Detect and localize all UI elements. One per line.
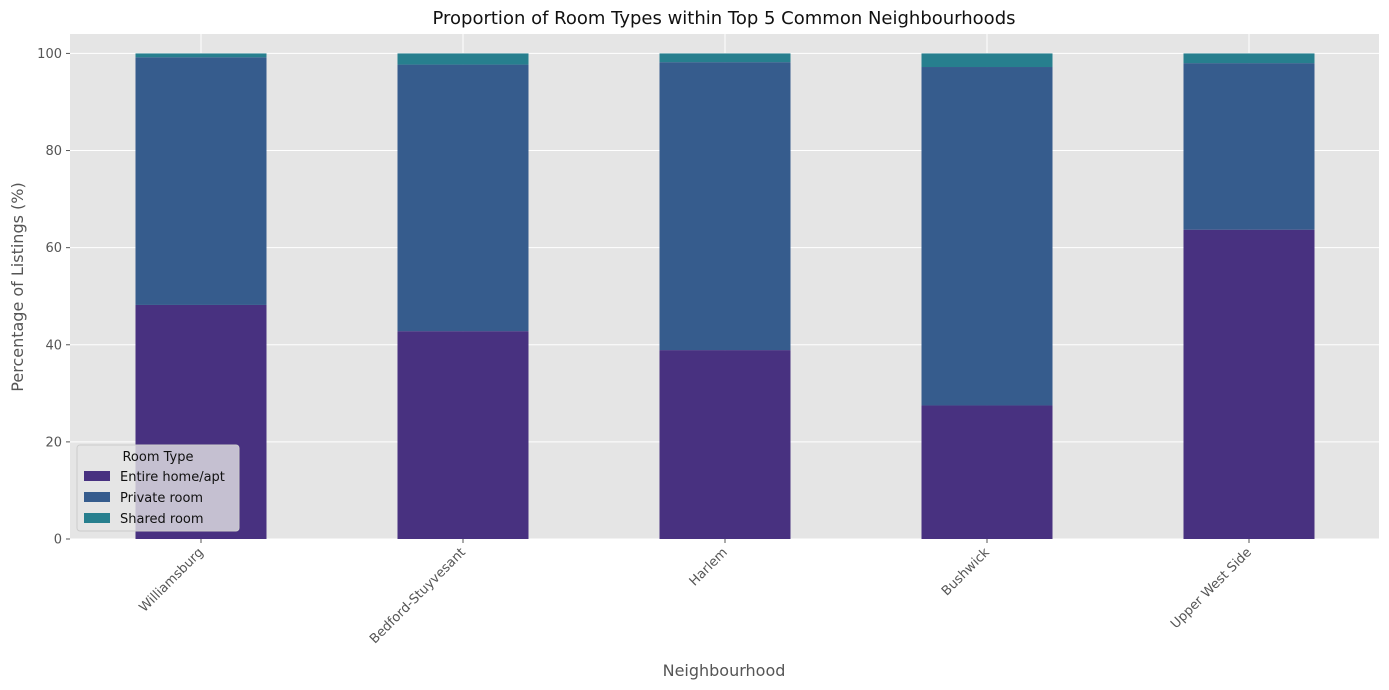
bar-segment	[397, 64, 529, 332]
x-tick-label: Bedford-Stuyvesant	[367, 545, 469, 647]
chart-title: Proportion of Room Types within Top 5 Co…	[432, 8, 1015, 29]
x-tick-label: Williamsburg	[137, 545, 207, 615]
bars	[135, 53, 1315, 539]
legend-label: Private room	[120, 491, 203, 506]
y-tick-label: 80	[45, 144, 62, 159]
bar-segment	[135, 57, 267, 305]
bar-segment	[921, 67, 1053, 406]
bar-segment	[921, 53, 1053, 68]
bar-segment	[1183, 229, 1315, 539]
legend: Room Type Entire home/apt Private room Sha…	[76, 444, 240, 532]
bar-segment	[1183, 53, 1315, 64]
legend-swatch	[84, 492, 110, 502]
legend-swatch	[84, 513, 110, 523]
y-tick-label: 100	[37, 47, 62, 62]
bar-segment	[921, 405, 1053, 539]
bar-segment	[135, 53, 267, 58]
bar-segment	[659, 53, 791, 63]
legend-label: Entire home/apt	[120, 470, 225, 485]
legend-box	[76, 444, 240, 532]
x-tick-label: Harlem	[687, 545, 731, 589]
bar-segment	[1183, 63, 1315, 230]
y-axis-label: Percentage of Listings (%)	[8, 182, 27, 391]
bar-segment	[659, 350, 791, 539]
legend-label: Shared room	[120, 512, 204, 527]
x-axis-ticks: Williamsburg Bedford-Stuyvesant Harlem Bush…	[137, 539, 1255, 647]
bar-segment	[397, 331, 529, 539]
y-tick-label: 40	[45, 338, 62, 353]
y-tick-label: 20	[45, 435, 62, 450]
y-tick-label: 0	[54, 533, 62, 548]
legend-swatch	[84, 471, 110, 481]
y-tick-label: 60	[45, 241, 62, 256]
x-tick-label: Bushwick	[939, 545, 993, 599]
bar-segment	[659, 62, 791, 351]
y-axis-ticks: 0 20 40 60 80 100	[37, 47, 70, 548]
x-tick-label: Upper West Side	[1168, 545, 1255, 632]
x-axis-label: Neighbourhood	[663, 661, 786, 680]
legend-title: Room Type	[122, 450, 193, 465]
bar-segment	[397, 53, 529, 65]
